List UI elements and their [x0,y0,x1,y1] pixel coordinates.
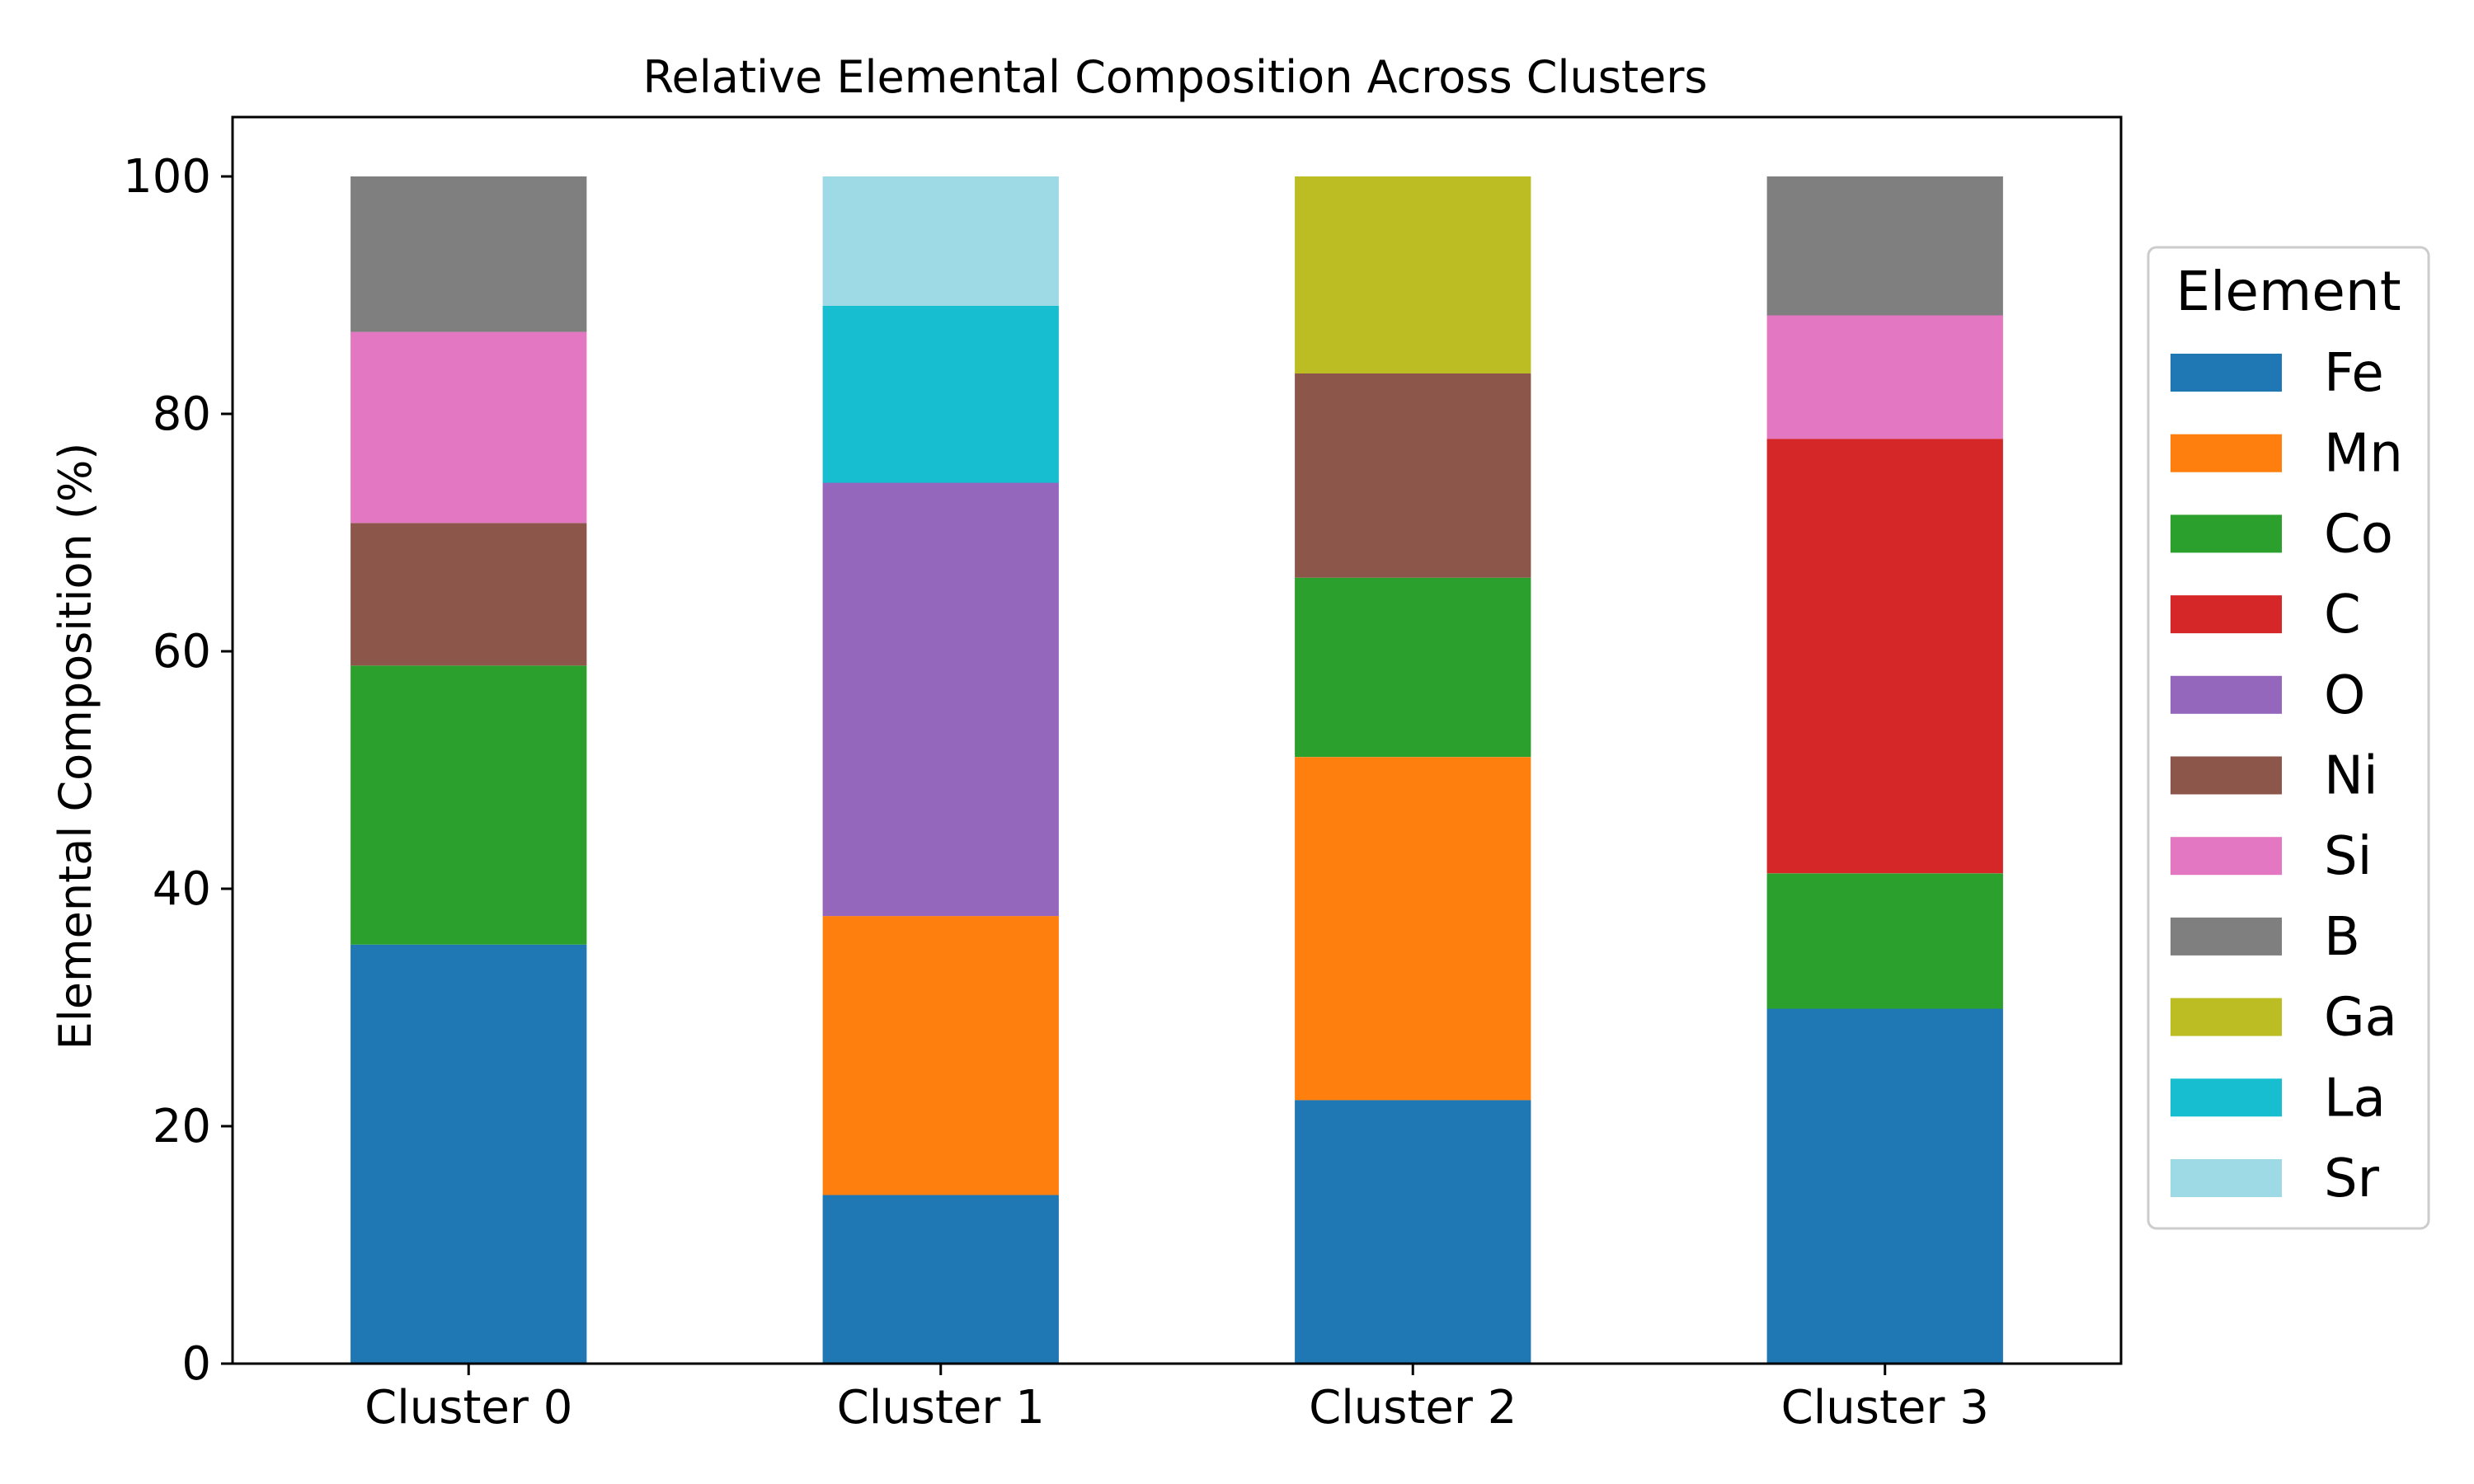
legend-label-ga: Ga [2324,988,2397,1049]
bar-segment-fe-1 [822,1195,1059,1364]
legend-label-la: La [2324,1068,2386,1129]
bar-segment-ni-0 [350,523,587,666]
bar-segment-o-1 [822,482,1059,917]
legend-swatch-la [2171,1078,2282,1117]
y-axis-label: Elemental Composition (%) [49,443,101,1050]
bar-segment-co-3 [1766,873,2003,1009]
legend-items: Fe Mn Co CO Ni Si B Ga La Sr [2171,343,2403,1209]
bar-segment-la-1 [822,306,1059,483]
bar-segment-co-0 [350,665,587,945]
y-tick-label: 20 [153,1100,211,1153]
bar-segment-co-2 [1295,577,1531,758]
legend-label-o: O [2324,665,2365,726]
legend-title: Element [2175,260,2401,323]
plot-area-frame [231,115,2123,1365]
x-tick-label: Cluster 2 [1309,1381,1517,1435]
legend-label-mn: Mn [2324,424,2403,485]
x-tick-label: Cluster 3 [1781,1381,1989,1435]
chart-title: Relative Elemental Composition Across Cl… [642,51,1707,103]
legend-swatch-mn [2171,434,2282,472]
y-tick-label: 40 [153,862,211,916]
legend-label-sr: Sr [2324,1148,2380,1209]
bar-segment-fe-0 [350,944,587,1364]
bar-segment-sr-1 [822,176,1059,306]
legend-swatch-b [2171,917,2282,956]
bar-segment-ni-2 [1295,373,1531,578]
bar-segment-b-0 [350,176,587,332]
bar-segment-b-3 [1766,176,2003,316]
x-tick-label: Cluster 0 [365,1381,572,1435]
y-tick-label: 80 [153,387,211,441]
legend: Element Fe Mn Co CO Ni Si B Ga La Sr [2147,246,2430,1230]
bars-group [350,176,2003,1364]
bar-segment-fe-3 [1766,1008,2003,1364]
legend-swatch-ni [2171,756,2282,795]
legend-swatch-fe [2171,354,2282,392]
legend-box [2147,246,2430,1230]
x-axis-ticks: Cluster 0 Cluster 1 Cluster 2 Cluster 3 [365,1364,1989,1435]
legend-label-b: B [2324,907,2360,968]
bar-segment-ga-2 [1295,176,1531,373]
y-axis-ticks: 0 20 40 60 80 100 [123,150,233,1391]
bar-segment-si-0 [350,331,587,524]
y-tick-label: 100 [123,150,211,204]
bar-segment-mn-2 [1295,757,1531,1101]
x-tick-label: Cluster 1 [837,1381,1045,1435]
legend-swatch-c [2171,595,2282,634]
legend-swatch-o [2171,675,2282,714]
legend-label-si: Si [2324,826,2372,887]
legend-label-co: Co [2324,504,2393,565]
legend-swatch-si [2171,837,2282,876]
legend-swatch-co [2171,514,2282,553]
legend-label-fe: Fe [2324,343,2384,404]
legend-label-ni: Ni [2324,746,2378,807]
legend-label-c: C [2324,585,2361,646]
bar-segment-mn-1 [822,916,1059,1195]
legend-swatch-sr [2171,1159,2282,1197]
bar-segment-si-3 [1766,315,2003,439]
bar-segment-c-3 [1766,439,2003,874]
y-tick-label: 0 [181,1337,211,1391]
bar-segment-fe-2 [1295,1100,1531,1364]
legend-swatch-ga [2171,998,2282,1036]
y-tick-label: 60 [153,625,211,679]
